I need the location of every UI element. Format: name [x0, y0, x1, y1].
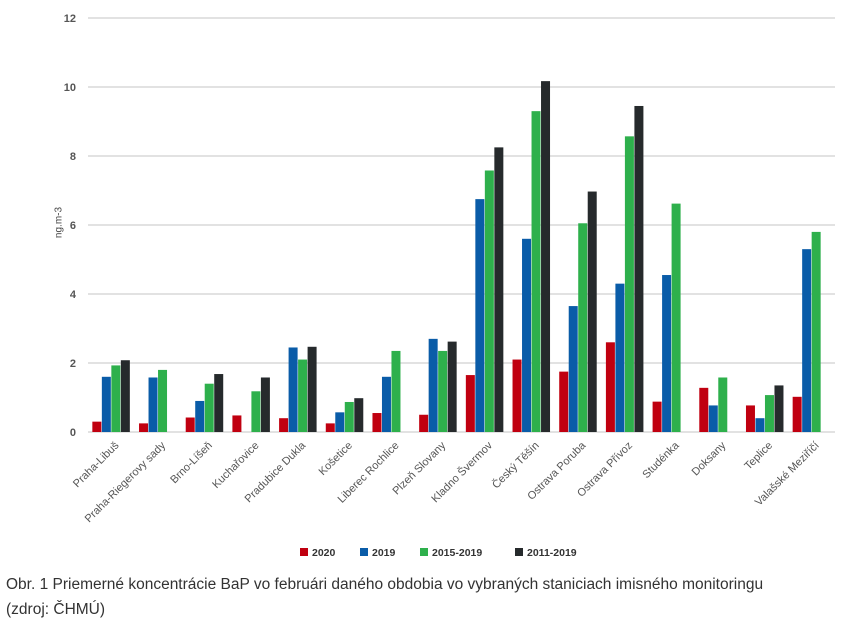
bar-2015-2019 [158, 369, 168, 432]
x-tick-label: Studénka [640, 439, 682, 481]
bar-2020 [559, 371, 569, 432]
bar-2020 [699, 387, 709, 432]
bar-2011-2019 [354, 398, 364, 432]
bar-2015-2019 [811, 231, 821, 432]
caption-line-2: (zdroj: ČHMÚ) [6, 601, 106, 618]
bar-2015-2019 [391, 350, 401, 432]
bar-2015-2019 [438, 350, 448, 432]
bar-2019 [708, 405, 718, 432]
x-tick-label: Košetice [317, 440, 355, 478]
bar-2020 [512, 359, 522, 432]
legend-label: 2020 [312, 547, 336, 559]
bar-2019 [335, 412, 345, 432]
bar-2019 [381, 376, 391, 432]
caption-line-1: Obr. 1 Priemerné koncentrácie BaP vo feb… [6, 576, 764, 593]
y-tick-label: 6 [70, 220, 76, 232]
x-tick-label: Praha-Riegerovy sady [83, 439, 169, 525]
y-tick-label: 0 [70, 427, 76, 439]
legend-swatch [515, 548, 523, 556]
bar-2019 [428, 338, 438, 432]
bar-2019 [101, 376, 111, 432]
y-tick-label: 2 [70, 358, 76, 370]
bar-2015-2019 [578, 223, 588, 432]
x-tick-label: Praha-Libuš [71, 439, 122, 490]
y-tick-label: 8 [70, 151, 76, 163]
bar-2011-2019 [307, 346, 317, 432]
bar-2015-2019 [111, 365, 121, 432]
bar-2011-2019 [260, 377, 270, 432]
bar-2011-2019 [214, 374, 224, 432]
bar-2011-2019 [587, 191, 597, 432]
bar-2020 [372, 413, 382, 432]
bar-2015-2019 [531, 111, 541, 433]
bar-2011-2019 [494, 147, 504, 432]
bar-2019 [802, 249, 812, 432]
bar-2015-2019 [298, 359, 308, 432]
bar-2015-2019 [624, 136, 634, 432]
bar-2019 [615, 283, 625, 432]
bar-2019 [288, 347, 298, 432]
y-tick-label: 4 [70, 289, 77, 301]
bar-2015-2019 [671, 203, 681, 432]
bar-2011-2019 [774, 385, 784, 432]
bar-2020 [185, 417, 195, 432]
bar-2020 [652, 401, 662, 432]
bar-2019 [568, 306, 578, 432]
legend-label: 2019 [372, 547, 396, 559]
x-tick-label: Doksany [690, 439, 729, 478]
bar-2015-2019 [251, 391, 261, 432]
bar-2019 [522, 238, 532, 432]
bar-2019 [148, 377, 158, 432]
bar-2011-2019 [447, 341, 457, 432]
bar-2020 [279, 418, 289, 432]
bar-2019 [662, 275, 672, 432]
bar-2011-2019 [541, 81, 551, 432]
bar-2020 [465, 375, 475, 432]
x-tick-label: Teplice [742, 440, 775, 473]
bar-2019 [195, 400, 205, 432]
legend-label: 2015-2019 [432, 547, 482, 559]
x-tick-label: Český Těšín [489, 439, 541, 491]
y-tick-label: 12 [64, 13, 76, 25]
bar-2011-2019 [120, 360, 130, 432]
x-tick-label: Brno-Líšeň [168, 440, 215, 487]
legend-swatch [420, 548, 428, 556]
bar-2019 [475, 199, 485, 432]
bar-2020 [139, 423, 149, 432]
legend-swatch [300, 548, 308, 556]
bar-2020 [419, 414, 429, 432]
bar-2015-2019 [484, 170, 494, 433]
bar-2020 [232, 415, 242, 432]
bar-2011-2019 [634, 105, 644, 432]
legend-label: 2011-2019 [527, 547, 577, 559]
y-axis-label: ng.m-3 [53, 206, 65, 239]
bar-2020 [745, 405, 755, 432]
legend-swatch [360, 548, 368, 556]
x-tick-label: Kuchařovice [210, 440, 261, 491]
bar-2015-2019 [764, 395, 774, 432]
bar-2020 [792, 396, 802, 432]
bar-2020 [605, 342, 615, 432]
bar-2015-2019 [204, 383, 214, 432]
bar-2020 [92, 421, 102, 432]
bar-2015-2019 [718, 377, 728, 432]
bar-2019 [755, 418, 765, 432]
y-tick-label: 10 [64, 82, 76, 94]
figure-caption: Obr. 1 Priemerné koncentrácie BaP vo feb… [6, 572, 856, 622]
bar-2015-2019 [344, 401, 354, 432]
bar-2020 [325, 423, 335, 432]
